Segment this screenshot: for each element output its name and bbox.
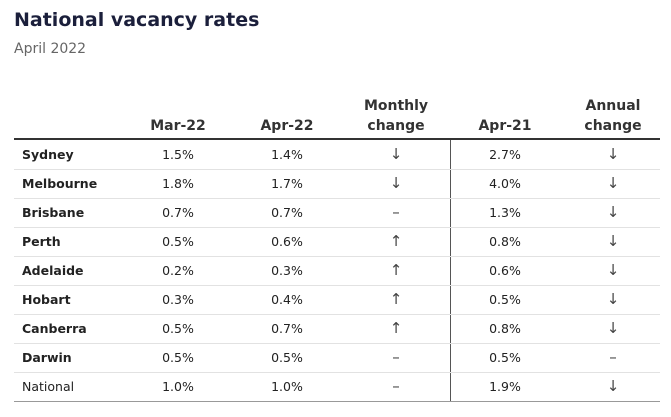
- subtitle: April 2022: [14, 41, 87, 57]
- column-header: Mar-22: [150, 118, 206, 134]
- row-label: Brisbane: [22, 205, 85, 220]
- change-indicator: ↑: [389, 319, 403, 337]
- row-divider: [14, 227, 660, 228]
- row-label: Canberra: [22, 321, 87, 336]
- change-indicator: ↑: [389, 290, 403, 308]
- value-cell: 1.0%: [162, 379, 194, 394]
- value-cell: 0.4%: [271, 292, 303, 307]
- change-indicator: ↓: [606, 377, 620, 395]
- value-cell: 0.7%: [271, 321, 303, 336]
- change-indicator: –: [392, 203, 400, 221]
- row-label: Sydney: [22, 147, 74, 162]
- value-cell: 2.7%: [489, 147, 521, 162]
- change-indicator: ↓: [606, 261, 620, 279]
- value-cell: 1.3%: [489, 205, 521, 220]
- value-cell: 0.5%: [162, 321, 194, 336]
- header-rule: [14, 138, 660, 140]
- value-cell: 1.8%: [162, 176, 194, 191]
- value-cell: 0.5%: [489, 350, 521, 365]
- value-cell: 1.4%: [271, 147, 303, 162]
- value-cell: 0.5%: [271, 350, 303, 365]
- title: National vacancy rates: [14, 9, 260, 31]
- value-cell: 0.5%: [489, 292, 521, 307]
- value-cell: 0.5%: [162, 234, 194, 249]
- column-header: Annual change: [584, 98, 642, 134]
- change-indicator: ↓: [606, 290, 620, 308]
- change-indicator: ↓: [606, 203, 620, 221]
- change-indicator: ↓: [606, 145, 620, 163]
- change-indicator: ↓: [389, 145, 403, 163]
- value-cell: 4.0%: [489, 176, 521, 191]
- table-header: Mar-22 Apr-22 Monthly change Apr-21 Annual c…: [14, 88, 660, 136]
- row-label: Melbourne: [22, 176, 98, 191]
- value-cell: 0.5%: [162, 350, 194, 365]
- row-label: Hobart: [22, 292, 71, 307]
- value-cell: 1.7%: [271, 176, 303, 191]
- table-bottom-rule: [14, 401, 660, 402]
- value-cell: 0.8%: [489, 234, 521, 249]
- change-indicator: –: [609, 348, 617, 366]
- row-divider: [14, 343, 660, 344]
- value-cell: 0.3%: [162, 292, 194, 307]
- value-cell: 1.0%: [271, 379, 303, 394]
- row-divider: [14, 256, 660, 257]
- value-cell: 0.7%: [162, 205, 194, 220]
- change-indicator: ↓: [606, 319, 620, 337]
- row-divider: [14, 198, 660, 199]
- row-label: Perth: [22, 234, 61, 249]
- change-indicator: ↓: [606, 232, 620, 250]
- column-divider: [450, 140, 451, 402]
- change-indicator: ↓: [606, 174, 620, 192]
- value-cell: 0.2%: [162, 263, 194, 278]
- change-indicator: –: [392, 348, 400, 366]
- value-cell: 0.7%: [271, 205, 303, 220]
- row-divider: [14, 372, 660, 373]
- row-divider: [14, 169, 660, 170]
- change-indicator: ↑: [389, 232, 403, 250]
- row-label: Adelaide: [22, 263, 84, 278]
- value-cell: 0.3%: [271, 263, 303, 278]
- change-indicator: –: [392, 377, 400, 395]
- row-divider: [14, 285, 660, 286]
- value-cell: 0.8%: [489, 321, 521, 336]
- value-cell: 0.6%: [271, 234, 303, 249]
- row-label: Darwin: [22, 350, 72, 365]
- value-cell: 1.9%: [489, 379, 521, 394]
- row-divider: [14, 314, 660, 315]
- change-indicator: ↑: [389, 261, 403, 279]
- column-header: Monthly change: [363, 98, 429, 134]
- change-indicator: ↓: [389, 174, 403, 192]
- row-label: National: [22, 379, 75, 394]
- column-header: Apr-21: [478, 118, 532, 134]
- value-cell: 0.6%: [489, 263, 521, 278]
- column-header: Apr-22: [260, 118, 314, 134]
- value-cell: 1.5%: [162, 147, 194, 162]
